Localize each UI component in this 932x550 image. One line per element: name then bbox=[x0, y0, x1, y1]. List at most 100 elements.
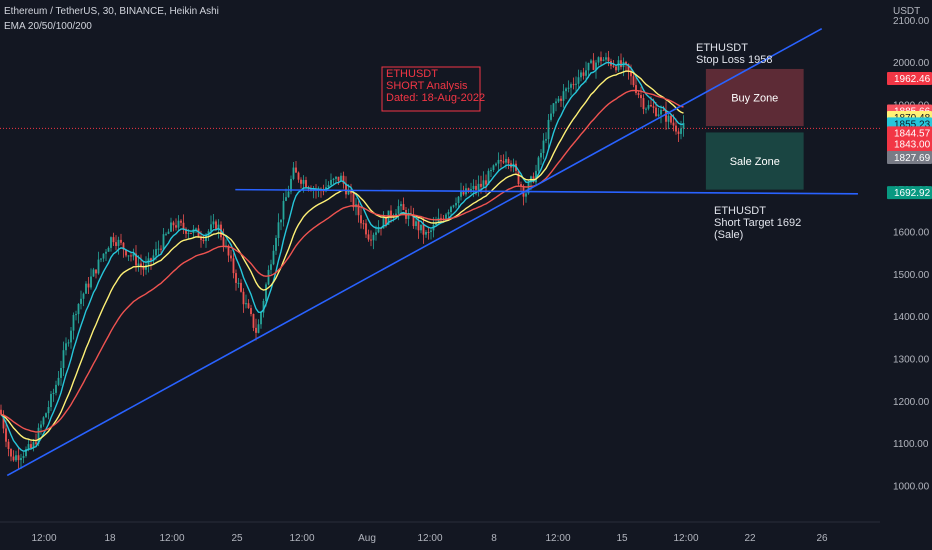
candle-body[interactable] bbox=[95, 269, 97, 274]
candle-body[interactable] bbox=[282, 200, 285, 220]
candle-body[interactable] bbox=[620, 60, 622, 68]
candle-body[interactable] bbox=[300, 179, 302, 184]
candle-body[interactable] bbox=[112, 237, 115, 243]
candle-body[interactable] bbox=[595, 62, 597, 70]
candle-body[interactable] bbox=[10, 448, 12, 457]
candle-body[interactable] bbox=[487, 170, 490, 185]
candle-body[interactable] bbox=[662, 109, 665, 111]
candle-body[interactable] bbox=[295, 167, 297, 173]
candle-body[interactable] bbox=[350, 191, 352, 194]
candle-body[interactable] bbox=[5, 428, 7, 442]
candle-body[interactable] bbox=[557, 98, 560, 102]
candle-body[interactable] bbox=[575, 83, 577, 85]
candle-body[interactable] bbox=[495, 163, 497, 166]
candle-body[interactable] bbox=[125, 249, 127, 256]
candle-body[interactable] bbox=[132, 253, 135, 257]
candle-body[interactable] bbox=[585, 70, 587, 76]
candle-body[interactable] bbox=[370, 239, 372, 241]
candle-body[interactable] bbox=[85, 283, 87, 294]
candle-body[interactable] bbox=[285, 197, 287, 201]
candle-body[interactable] bbox=[680, 128, 682, 134]
candle-body[interactable] bbox=[262, 300, 265, 313]
candle-body[interactable] bbox=[215, 221, 217, 230]
buy-zone[interactable] bbox=[705, 68, 804, 127]
ema-20-line[interactable] bbox=[0, 61, 684, 452]
candle-body[interactable] bbox=[467, 188, 470, 193]
candle-body[interactable] bbox=[145, 264, 147, 270]
candle-body[interactable] bbox=[140, 263, 142, 267]
candle-body[interactable] bbox=[550, 113, 552, 120]
candle-body[interactable] bbox=[427, 231, 430, 233]
candle-body[interactable] bbox=[52, 392, 55, 395]
candle-body[interactable] bbox=[27, 444, 30, 450]
candle-body[interactable] bbox=[555, 101, 557, 104]
candle-body[interactable] bbox=[135, 253, 137, 266]
candle-body[interactable] bbox=[202, 239, 205, 242]
candle-body[interactable] bbox=[642, 98, 645, 110]
candle-body[interactable] bbox=[537, 157, 540, 171]
candle-body[interactable] bbox=[115, 242, 117, 246]
candle-body[interactable] bbox=[587, 62, 590, 71]
candle-body[interactable] bbox=[242, 291, 245, 305]
candle-body[interactable] bbox=[305, 180, 307, 188]
candle-body[interactable] bbox=[120, 239, 122, 243]
candle-body[interactable] bbox=[117, 239, 120, 246]
candle-body[interactable] bbox=[627, 63, 630, 72]
candle-body[interactable] bbox=[172, 222, 175, 226]
candle-body[interactable] bbox=[37, 427, 40, 444]
candle-body[interactable] bbox=[40, 424, 42, 428]
uptrend-line[interactable] bbox=[6, 28, 823, 477]
candle-body[interactable] bbox=[47, 407, 50, 414]
candle-body[interactable] bbox=[100, 258, 102, 260]
candle-body[interactable] bbox=[600, 57, 602, 61]
candle-body[interactable] bbox=[660, 109, 662, 115]
candle-body[interactable] bbox=[617, 60, 620, 71]
candle-body[interactable] bbox=[200, 237, 202, 240]
candle-body[interactable] bbox=[632, 76, 635, 86]
candle-body[interactable] bbox=[500, 159, 502, 162]
candle-body[interactable] bbox=[492, 165, 495, 171]
candle-body[interactable] bbox=[652, 106, 655, 108]
candle-body[interactable] bbox=[87, 283, 90, 288]
candle-body[interactable] bbox=[672, 122, 675, 126]
candle-body[interactable] bbox=[50, 394, 52, 408]
candle-body[interactable] bbox=[205, 235, 207, 242]
candle-body[interactable] bbox=[497, 159, 500, 164]
candle-body[interactable] bbox=[340, 175, 342, 181]
candle-body[interactable] bbox=[60, 367, 62, 378]
candle-body[interactable] bbox=[207, 231, 210, 236]
candle-body[interactable] bbox=[452, 205, 455, 207]
candle-body[interactable] bbox=[217, 224, 220, 230]
candle-body[interactable] bbox=[22, 456, 25, 459]
candle-body[interactable] bbox=[407, 214, 410, 219]
candle-body[interactable] bbox=[90, 276, 92, 288]
candle-body[interactable] bbox=[397, 206, 400, 214]
candle-body[interactable] bbox=[422, 224, 425, 235]
candle-body[interactable] bbox=[425, 231, 427, 235]
candle-body[interactable] bbox=[580, 72, 582, 78]
candle-body[interactable] bbox=[382, 217, 385, 229]
candle-body[interactable] bbox=[197, 228, 200, 238]
candle-body[interactable] bbox=[80, 298, 82, 304]
candle-body[interactable] bbox=[222, 237, 225, 246]
candle-body[interactable] bbox=[250, 308, 252, 315]
candle-body[interactable] bbox=[342, 175, 345, 184]
candle-body[interactable] bbox=[567, 87, 570, 89]
price-tag[interactable] bbox=[887, 137, 932, 151]
candle-body[interactable] bbox=[650, 105, 652, 107]
candle-body[interactable] bbox=[357, 204, 360, 216]
candle-body[interactable] bbox=[640, 95, 642, 99]
candle-body[interactable] bbox=[547, 119, 550, 140]
candle-body[interactable] bbox=[142, 266, 145, 270]
candle-body[interactable] bbox=[167, 231, 170, 234]
candle-body[interactable] bbox=[457, 196, 460, 204]
candle-body[interactable] bbox=[607, 57, 610, 62]
candle-body[interactable] bbox=[597, 57, 600, 63]
candle-body[interactable] bbox=[372, 234, 375, 241]
candle-body[interactable] bbox=[327, 184, 330, 188]
candle-body[interactable] bbox=[175, 225, 177, 228]
candle-body[interactable] bbox=[287, 191, 290, 198]
candle-body[interactable] bbox=[232, 258, 235, 274]
candle-body[interactable] bbox=[447, 212, 450, 215]
